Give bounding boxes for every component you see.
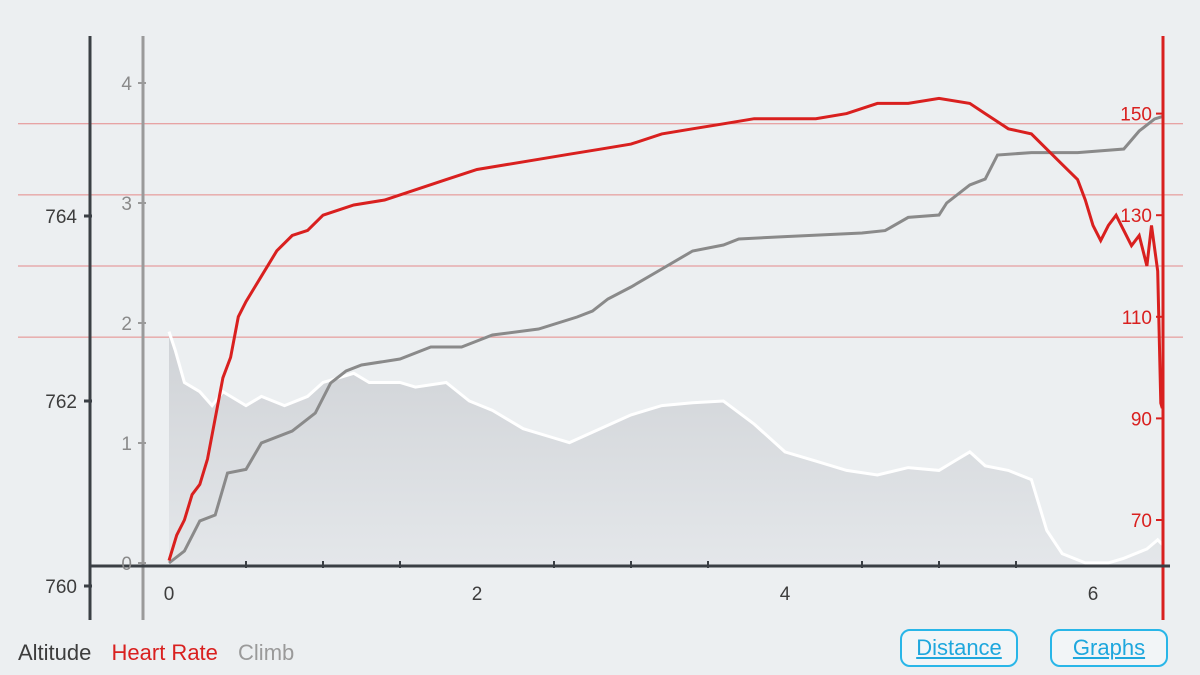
heart-rate-line — [167, 96, 1164, 562]
climb-tick-label: 2 — [121, 314, 132, 335]
heart-rate-tick-label: 110 — [1122, 308, 1152, 329]
x-tick-label: 6 — [1088, 584, 1099, 605]
legend-altitude: Altitude — [18, 640, 92, 665]
chart: 760 762 764 0 1 2 3 4 70 90 110 130 150 0 2 4 6 — [18, 36, 1183, 620]
altitude-tick-label: 760 — [45, 577, 77, 598]
heart-rate-tick-label: 90 — [1131, 409, 1152, 430]
legend-climb: Climb — [238, 640, 295, 665]
climb-tick-label: 4 — [121, 74, 132, 95]
legend: Altitude Heart Rate Climb — [18, 640, 308, 666]
climb-line — [168, 115, 1163, 565]
climb-tick-label: 0 — [121, 554, 132, 575]
heart-rate-tick-label: 70 — [1131, 511, 1152, 532]
graphs-button[interactable]: Graphs — [1050, 629, 1168, 667]
legend-heart-rate: Heart Rate — [111, 640, 218, 665]
altitude-area — [169, 331, 1163, 565]
heart-rate-gridlines — [18, 123, 1183, 338]
tick-labels: 760 762 764 0 1 2 3 4 70 90 110 130 150 0 2 4 6 — [45, 74, 1163, 605]
altitude-tick-label: 762 — [45, 392, 77, 413]
heart-rate-tick-label: 130 — [1120, 206, 1152, 227]
altitude-line — [167, 331, 1164, 565]
altitude-tick-label: 764 — [45, 207, 77, 228]
x-tick-label: 2 — [472, 584, 483, 605]
distance-button[interactable]: Distance — [900, 629, 1018, 667]
heart-rate-tick-label: 150 — [1120, 105, 1152, 126]
x-tick-label: 0 — [164, 584, 175, 605]
x-tick-label: 4 — [780, 584, 791, 605]
climb-tick-label: 3 — [121, 194, 132, 215]
climb-tick-label: 1 — [121, 434, 132, 455]
